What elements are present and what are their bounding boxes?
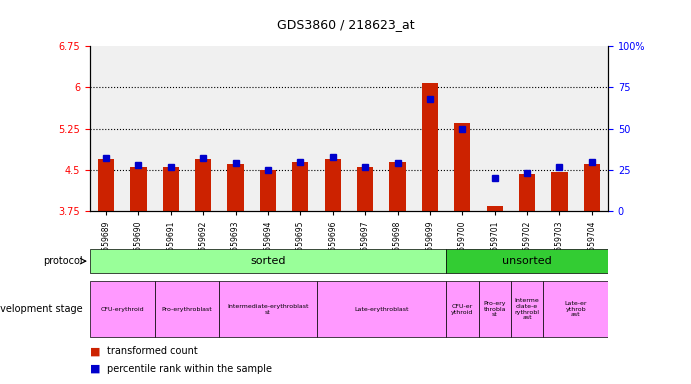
Text: ■: ■ xyxy=(90,364,100,374)
Bar xyxy=(519,174,536,211)
Text: CFU-erythroid: CFU-erythroid xyxy=(100,306,144,312)
Text: unsorted: unsorted xyxy=(502,256,552,266)
Bar xyxy=(162,167,179,211)
Text: Pro-ery
throbla
st: Pro-ery throbla st xyxy=(484,301,506,318)
Text: CFU-er
ythroid: CFU-er ythroid xyxy=(451,304,473,314)
Text: development stage: development stage xyxy=(0,304,83,314)
Bar xyxy=(390,162,406,211)
FancyBboxPatch shape xyxy=(478,281,511,337)
FancyBboxPatch shape xyxy=(90,249,446,273)
Text: GDS3860 / 218623_at: GDS3860 / 218623_at xyxy=(276,18,415,31)
Bar xyxy=(98,159,114,211)
FancyBboxPatch shape xyxy=(90,281,155,337)
FancyBboxPatch shape xyxy=(446,249,608,273)
Bar xyxy=(227,164,244,211)
FancyBboxPatch shape xyxy=(219,281,316,337)
Bar xyxy=(584,164,600,211)
Bar xyxy=(292,162,308,211)
Bar xyxy=(422,83,438,211)
Bar xyxy=(131,167,146,211)
Bar xyxy=(551,172,567,211)
Bar xyxy=(454,123,471,211)
FancyBboxPatch shape xyxy=(511,281,543,337)
Text: sorted: sorted xyxy=(250,256,285,266)
Text: protocol: protocol xyxy=(44,256,83,266)
Text: ■: ■ xyxy=(90,346,100,356)
Bar xyxy=(486,206,503,211)
Text: Pro-erythroblast: Pro-erythroblast xyxy=(162,306,212,312)
FancyBboxPatch shape xyxy=(446,281,478,337)
Bar xyxy=(195,159,211,211)
Bar xyxy=(357,167,373,211)
Text: Interme
diate-e
rythrobl
ast: Interme diate-e rythrobl ast xyxy=(515,298,540,320)
Bar xyxy=(325,159,341,211)
Bar xyxy=(260,170,276,211)
Text: percentile rank within the sample: percentile rank within the sample xyxy=(107,364,272,374)
FancyBboxPatch shape xyxy=(543,281,608,337)
FancyBboxPatch shape xyxy=(316,281,446,337)
Text: Intermediate-erythroblast
st: Intermediate-erythroblast st xyxy=(227,304,309,314)
Text: transformed count: transformed count xyxy=(107,346,198,356)
Text: Late-erythroblast: Late-erythroblast xyxy=(354,306,408,312)
FancyBboxPatch shape xyxy=(155,281,219,337)
Text: Late-er
ythrob
ast: Late-er ythrob ast xyxy=(565,301,587,318)
